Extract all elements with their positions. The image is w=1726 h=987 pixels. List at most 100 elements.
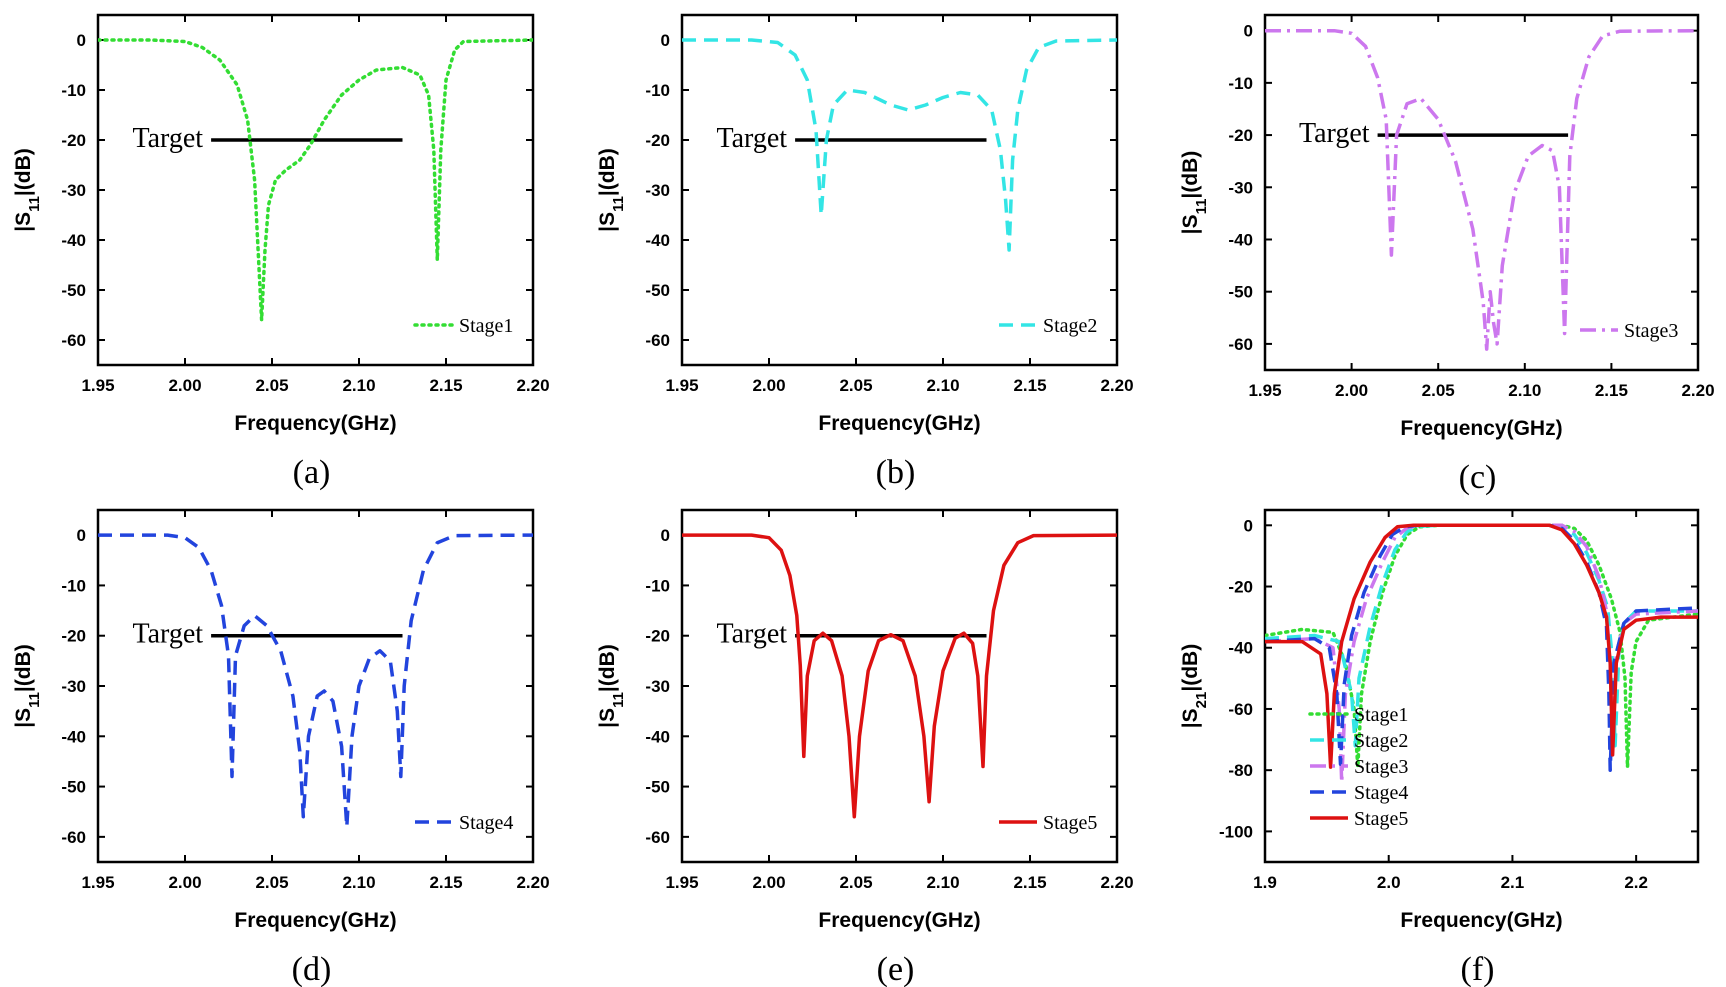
x-tick-label: 2.05: [839, 873, 872, 892]
x-tick-label: 2.05: [1422, 381, 1455, 400]
legend-label: Stage4: [459, 812, 513, 834]
x-tick-label: 1.95: [81, 376, 114, 395]
x-tick-label: 2.20: [1100, 873, 1133, 892]
y-tick-label: -60: [645, 331, 670, 350]
y-tick-label: -20: [61, 627, 86, 646]
plot-area: [1265, 523, 1698, 785]
x-tick-label: 1.95: [81, 873, 114, 892]
x-tick-label: 2.15: [1595, 381, 1628, 400]
x-tick-label: 2.15: [1013, 376, 1046, 395]
y-tick-label: -60: [1228, 335, 1253, 354]
panel-caption: (f): [1461, 951, 1495, 987]
legend-label: Stage2: [1043, 315, 1097, 337]
y-tick-label: -40: [61, 727, 86, 746]
y-tick-label: -80: [1228, 761, 1253, 780]
series-line-stage3: [1265, 28, 1698, 351]
y-tick-label: 0: [77, 526, 86, 545]
y-tick-label: -20: [645, 627, 670, 646]
y-tick-label: -50: [61, 281, 86, 300]
y-tick-label: -10: [61, 81, 86, 100]
x-tick-label: 2.20: [516, 873, 549, 892]
legend-label-stage3: Stage3: [1354, 756, 1408, 778]
target-label: Target: [716, 123, 787, 154]
chart-panel-2: 1.95 2.00 2.05 2.10 2.15 2.20 0 -10 -20 -30 -40 -50…: [596, 13, 1134, 491]
x-tick-label: 2.00: [752, 873, 785, 892]
y-tick-label: -60: [1228, 700, 1253, 719]
y-tick-label: 0: [1244, 22, 1253, 41]
y-tick-label: -30: [645, 181, 670, 200]
y-tick-label: 0: [1244, 516, 1253, 535]
plot-area: [98, 533, 533, 829]
x-axis-label: Frequency(GHz): [818, 412, 980, 435]
plot-frame: [680, 508, 1119, 864]
x-axis-label: Frequency(GHz): [234, 909, 396, 932]
y-tick-label: -30: [61, 677, 86, 696]
plot-area: [98, 38, 533, 322]
x-tick-label: 2.20: [1100, 376, 1133, 395]
plot-frame: [96, 508, 535, 864]
legend-label-stage4: Stage4: [1354, 782, 1408, 804]
panel-caption: (a): [293, 454, 331, 491]
y-tick-label: -50: [1228, 283, 1253, 302]
x-tick-label: 2.15: [429, 376, 462, 395]
y-tick-label: -30: [61, 181, 86, 200]
x-axis-label: Frequency(GHz): [1400, 909, 1562, 932]
legend-label: Stage3: [1624, 320, 1678, 342]
chart-panel-6: 1.9 2.0 2.1 2.2 0 -20 -40 -60 -80 -100 Frequency(G…: [1179, 508, 1700, 987]
y-tick-label: -20: [645, 131, 670, 150]
chart-panel-4: 1.95 2.00 2.05 2.10 2.15 2.20 0 -10 -20 -30 -40 -50…: [12, 508, 550, 987]
x-tick-label: 2.05: [839, 376, 872, 395]
x-tick-label: 2.00: [168, 873, 201, 892]
panel-caption: (e): [877, 951, 915, 987]
plot-frame: [680, 13, 1119, 367]
target-label: Target: [716, 619, 787, 650]
y-tick-label: -10: [1228, 74, 1253, 93]
target-label: Target: [132, 619, 203, 650]
plot-area: [682, 533, 1117, 819]
x-tick-label: 2.10: [342, 376, 375, 395]
x-tick-label: 2.05: [255, 873, 288, 892]
legend-label-stage2: Stage2: [1354, 730, 1408, 752]
legend-label: Stage1: [459, 315, 513, 337]
y-tick-label: -10: [645, 81, 670, 100]
y-tick-label: -40: [1228, 230, 1253, 249]
series-line-stage2: [682, 38, 1117, 252]
chart-panel-3: 1.95 2.00 2.05 2.10 2.15 2.20 0 -10 -20 -30 -40 -50…: [1179, 13, 1715, 496]
y-tick-label: -60: [61, 331, 86, 350]
plot-area: [1265, 28, 1698, 351]
chart-panel-1: 1.95 2.00 2.05 2.10 2.15 2.20 0 -10 -20 -30 -40 -50…: [12, 13, 550, 491]
x-tick-label: 2.15: [1013, 873, 1046, 892]
y-tick-label: -50: [645, 778, 670, 797]
plot-frame: [1263, 508, 1700, 864]
legend-label: Stage5: [1043, 812, 1097, 834]
x-tick-label: 1.95: [1248, 381, 1281, 400]
x-tick-label: 2.15: [429, 873, 462, 892]
x-tick-label: 2.00: [168, 376, 201, 395]
series-line-stage4: [98, 533, 533, 829]
series-line-stage1: [98, 38, 533, 322]
y-tick-label: 0: [77, 31, 86, 50]
y-axis-label: |S11|(dB): [1179, 151, 1210, 235]
y-tick-label: -40: [645, 727, 670, 746]
x-tick-label: 1.9: [1253, 873, 1277, 892]
x-tick-label: 2.10: [926, 376, 959, 395]
x-tick-label: 2.00: [1335, 381, 1368, 400]
x-tick-label: 2.10: [342, 873, 375, 892]
panel-caption: (c): [1459, 459, 1497, 496]
y-tick-label: -10: [61, 576, 86, 595]
target-label: Target: [1299, 118, 1370, 149]
panel-caption: (d): [292, 951, 332, 987]
y-tick-label: -40: [1228, 639, 1253, 658]
y-tick-label: -50: [61, 778, 86, 797]
x-tick-label: 2.0: [1377, 873, 1401, 892]
x-tick-label: 2.05: [255, 376, 288, 395]
x-axis-label: Frequency(GHz): [1400, 417, 1562, 440]
x-tick-label: 2.00: [752, 376, 785, 395]
y-tick-label: -20: [1228, 578, 1253, 597]
x-axis-label: Frequency(GHz): [234, 412, 396, 435]
y-tick-label: -20: [1228, 126, 1253, 145]
y-axis-label: |S21|(dB): [1179, 644, 1210, 728]
plot-frame: [96, 13, 535, 367]
y-tick-label: -40: [645, 231, 670, 250]
y-tick-label: -10: [645, 576, 670, 595]
